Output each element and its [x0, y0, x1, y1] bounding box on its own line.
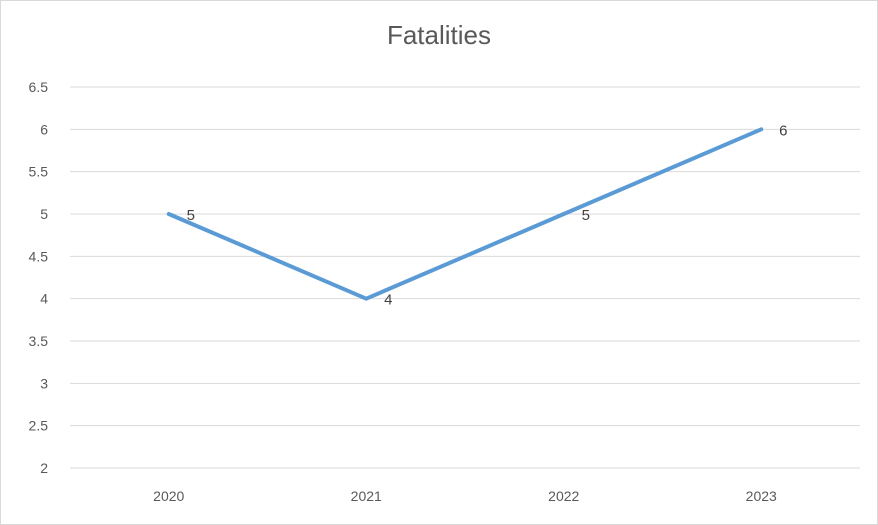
series-line: [166, 127, 764, 301]
data-label: 4: [384, 292, 392, 309]
gridlines: [70, 86, 860, 469]
series-layer: [166, 127, 764, 301]
y-tick-label: 4: [40, 291, 48, 307]
y-axis-tick-labels: 2 2.5 3 3.5 4 4.5 5 5.5 6 6.5: [29, 79, 49, 476]
y-tick-label: 6.5: [29, 79, 49, 95]
y-tick-label: 6: [40, 121, 48, 137]
data-label: 5: [582, 207, 590, 224]
y-tick-label: 2: [40, 460, 48, 476]
x-tick-label: 2021: [351, 488, 382, 504]
y-tick-label: 5.5: [29, 164, 49, 180]
x-tick-label: 2023: [746, 488, 777, 504]
y-tick-label: 2.5: [29, 418, 49, 434]
data-label: 6: [779, 122, 787, 139]
x-tick-label: 2022: [548, 488, 579, 504]
data-label: 5: [187, 207, 195, 224]
chart-title: Fatalities: [386, 20, 492, 50]
y-tick-label: 3.5: [29, 333, 49, 349]
y-tick-label: 5: [40, 206, 48, 222]
data-labels: 5 4 5 6: [187, 122, 788, 308]
y-tick-label: 3: [40, 375, 48, 391]
x-axis-tick-labels: 2020 2021 2022 2023: [153, 488, 777, 504]
y-tick-label: 4.5: [29, 248, 49, 264]
x-tick-label: 2020: [153, 488, 184, 504]
